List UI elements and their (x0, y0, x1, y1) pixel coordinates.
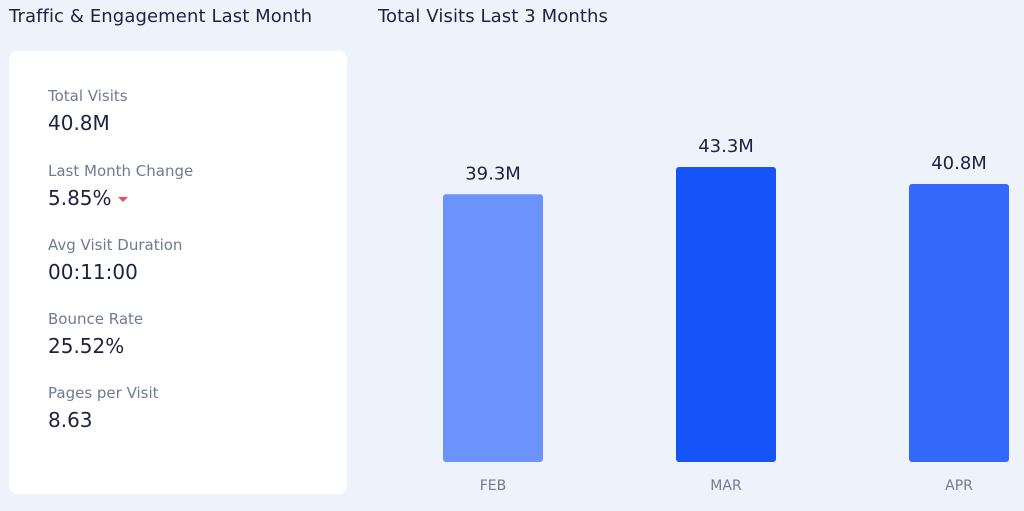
metric-value: 8.63 (48, 408, 93, 432)
metric-value: 00:11:00 (48, 260, 138, 284)
bar-value-label: 40.8M (931, 153, 987, 174)
bar-apr (909, 184, 1009, 462)
metric-value: 5.85% (48, 185, 193, 211)
bar-mar (676, 167, 776, 462)
metric-label: Total Visits (48, 87, 128, 105)
metric-value-text: 5.85% (48, 186, 112, 210)
engagement-metrics-card: Total Visits 40.8M Last Month Change 5.8… (9, 51, 347, 494)
engagement-title: Traffic & Engagement Last Month (9, 6, 313, 27)
metric-total-visits: Total Visits 40.8M (48, 86, 128, 136)
metric-label: Pages per Visit (48, 384, 159, 402)
bar-chart-svg: 39.3M FEB 43.3M MAR 40.8M APR (443, 136, 1009, 494)
metric-label: Avg Visit Duration (48, 236, 183, 254)
metric-bounce-rate: Bounce Rate 25.52% (48, 309, 143, 359)
metric-value: 40.8M (48, 111, 110, 135)
metric-value: 25.52% (48, 334, 125, 358)
metric-label: Bounce Rate (48, 310, 144, 328)
visits-bar-chart: 39.3M FEB 43.3M MAR 40.8M APR (355, 48, 1024, 511)
bar-value-label: 39.3M (465, 163, 521, 184)
bar-feb (443, 194, 543, 462)
bar-value-label: 43.3M (698, 136, 754, 157)
category-label: FEB (480, 478, 507, 494)
visits-chart-title: Total Visits Last 3 Months (378, 6, 608, 27)
metric-last-month-change: Last Month Change 5.85% (48, 161, 193, 211)
metric-avg-visit-duration: Avg Visit Duration 00:11:00 (48, 235, 182, 285)
metric-pages-per-visit: Pages per Visit 8.63 (48, 383, 159, 433)
category-label: MAR (710, 478, 742, 494)
metric-label: Last Month Change (48, 162, 194, 180)
category-label: APR (945, 478, 973, 494)
trend-down-icon (117, 196, 128, 202)
